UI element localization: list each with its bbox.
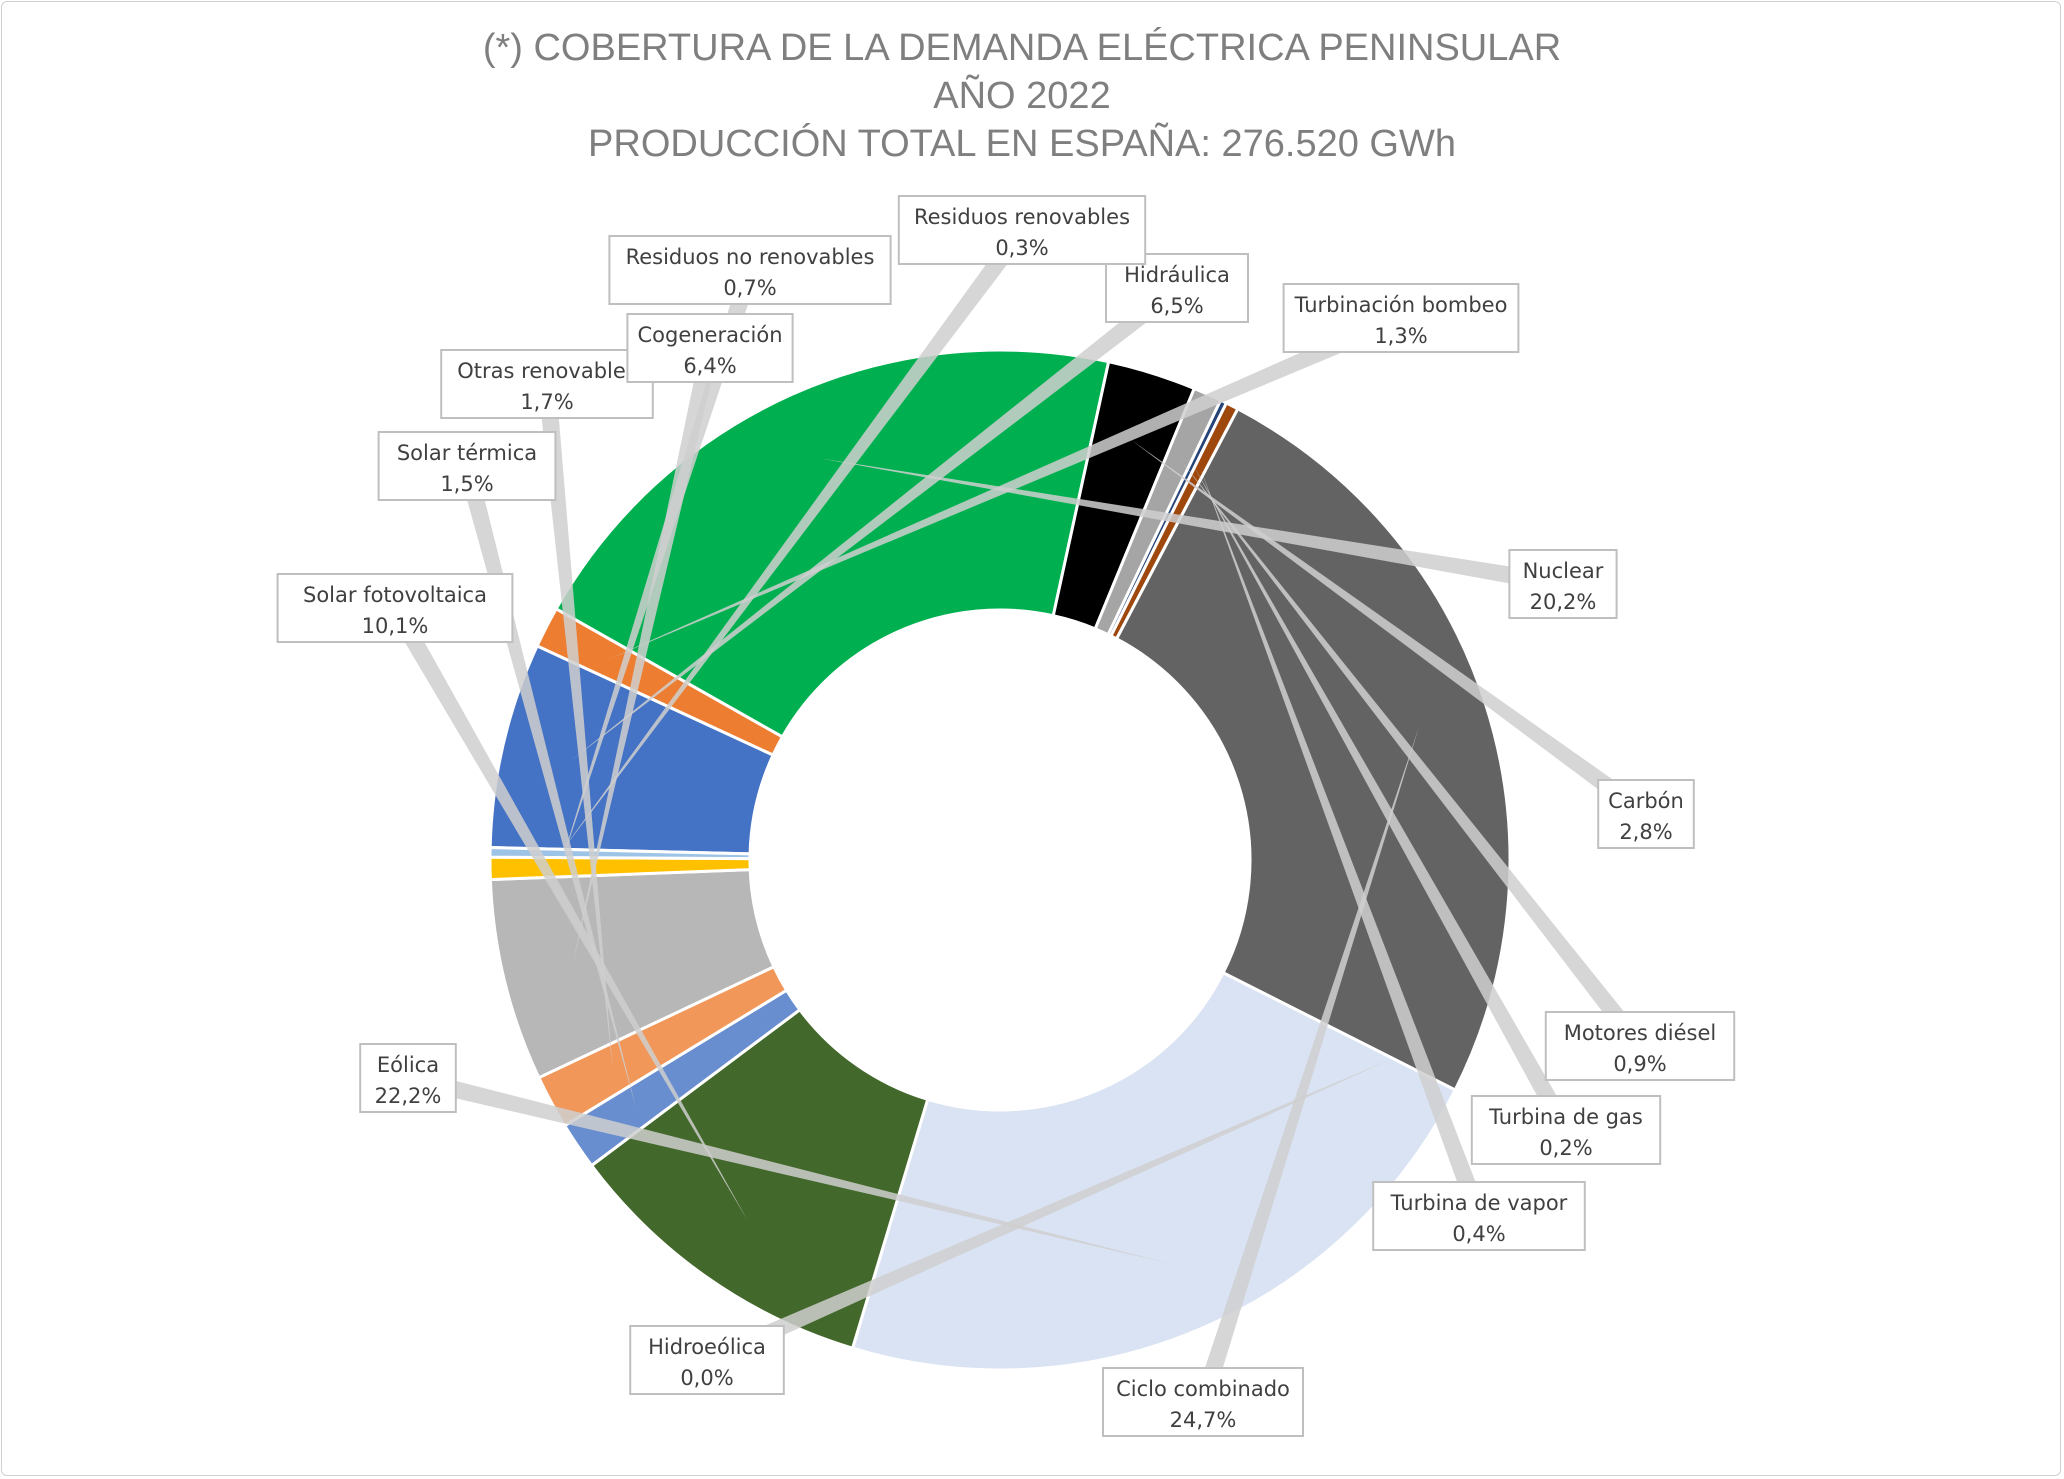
leader-turbina-de-gas xyxy=(1192,464,1574,1135)
label-name-ciclo-combinado: Ciclo combinado xyxy=(1116,1377,1290,1401)
label-value-residuos-no-renovables: 0,7% xyxy=(723,276,776,300)
chart-title-line-1: (*) COBERTURA DE LA DEMANDA ELÉCTRICA PE… xyxy=(483,26,1561,69)
label-box-turbina-de-vapor xyxy=(1372,1181,1586,1251)
label-name-residuos-renovables: Residuos renovables xyxy=(914,205,1130,229)
donut-slices xyxy=(488,348,1512,1372)
leader-hidroeolica xyxy=(703,1058,1393,1369)
label-box-turbina-de-gas xyxy=(1470,1095,1662,1165)
slice-residuos-renovables xyxy=(488,846,752,861)
label-value-turbina-de-gas: 0,2% xyxy=(1539,1136,1592,1160)
label-leaders xyxy=(387,224,1652,1405)
label-value-hidraulica: 6,5% xyxy=(1150,294,1203,318)
label-box-nuclear xyxy=(1508,549,1618,619)
label-name-carbon: Carbón xyxy=(1608,789,1684,813)
chart-title-line-2: AÑO 2022 xyxy=(933,74,1110,117)
slice-solar-fotovoltaica xyxy=(589,1007,930,1351)
label-box-carbon xyxy=(1597,779,1695,849)
label-box-hidraulica xyxy=(1105,253,1249,323)
label-value-carbon: 2,8% xyxy=(1619,820,1672,844)
leader-carbon xyxy=(1131,440,1652,822)
chart-title: (*) COBERTURA DE LA DEMANDA ELÉCTRICA PE… xyxy=(483,26,1561,165)
label-value-eolica: 22,2% xyxy=(375,1084,442,1108)
label-name-hidroeolica: Hidroeólica xyxy=(648,1335,766,1359)
label-name-cogeneracion: Cogeneración xyxy=(637,323,782,347)
label-name-eolica: Eólica xyxy=(377,1053,439,1077)
chart-title-line-3: PRODUCCIÓN TOTAL EN ESPAÑA: 276.520 GWh xyxy=(588,122,1456,165)
label-value-hidroeolica: 0,0% xyxy=(680,1366,733,1390)
label-name-turbinacion-bombeo: Turbinación bombeo xyxy=(1294,293,1508,317)
label-value-turbina-de-vapor: 0,4% xyxy=(1452,1222,1505,1246)
leader-motores-diesel xyxy=(1179,458,1648,1052)
label-value-solar-termica: 1,5% xyxy=(440,472,493,496)
label-name-residuos-no-renovables: Residuos no renovables xyxy=(626,245,875,269)
label-box-eolica xyxy=(359,1043,457,1113)
label-box-solar-termica xyxy=(377,431,557,501)
label-value-motores-diesel: 0,9% xyxy=(1613,1052,1666,1076)
leader-eolica xyxy=(405,1069,1174,1265)
label-name-solar-fotovoltaica: Solar fotovoltaica xyxy=(303,583,487,607)
leader-hidraulica xyxy=(571,280,1183,761)
label-box-residuos-no-renovables xyxy=(608,235,892,305)
leader-nuclear xyxy=(820,458,1565,593)
leader-ciclo-combinado xyxy=(1194,726,1420,1405)
label-name-turbina-de-vapor: Turbina de vapor xyxy=(1390,1191,1568,1215)
label-box-motores-diesel xyxy=(1544,1011,1736,1081)
leader-residuos-renovables xyxy=(560,224,1030,854)
label-name-turbina-de-gas: Turbina de gas xyxy=(1488,1105,1643,1129)
label-value-ciclo-combinado: 24,7% xyxy=(1170,1408,1237,1432)
label-value-cogeneracion: 6,4% xyxy=(683,354,736,378)
data-labels: Hidráulica 6,5% Turbinación bombeo 1,3% Nucl… xyxy=(276,195,1736,1437)
label-box-otras-renovables xyxy=(440,349,654,419)
label-value-otras-renovables: 1,7% xyxy=(520,390,573,414)
leader-turbina-de-vapor xyxy=(1200,468,1488,1220)
label-name-motores-diesel: Motores diésel xyxy=(1564,1021,1717,1045)
label-value-residuos-renovables: 0,3% xyxy=(995,236,1048,260)
label-name-hidraulica: Hidráulica xyxy=(1124,263,1230,287)
label-value-nuclear: 20,2% xyxy=(1530,590,1597,614)
label-box-residuos-renovables xyxy=(897,195,1147,265)
leader-turbinacion-bombeo xyxy=(608,309,1405,660)
leader-otras-renovables xyxy=(538,383,613,1069)
leader-solar-fotovoltaica xyxy=(387,603,748,1221)
label-value-turbinacion-bombeo: 1,3% xyxy=(1374,324,1427,348)
label-name-solar-termica: Solar térmica xyxy=(397,441,537,465)
label-name-otras-renovables: Otras renovables xyxy=(457,359,636,383)
label-box-turbinacion-bombeo xyxy=(1282,283,1520,353)
leader-residuos-no-renovables xyxy=(560,267,759,868)
label-box-cogeneracion xyxy=(626,313,794,383)
label-box-solar-fotovoltaica xyxy=(276,573,514,643)
label-name-nuclear: Nuclear xyxy=(1523,559,1604,583)
label-box-ciclo-combinado xyxy=(1102,1367,1304,1437)
label-value-solar-fotovoltaica: 10,1% xyxy=(362,614,429,638)
label-box-hidroeolica xyxy=(629,1325,785,1395)
